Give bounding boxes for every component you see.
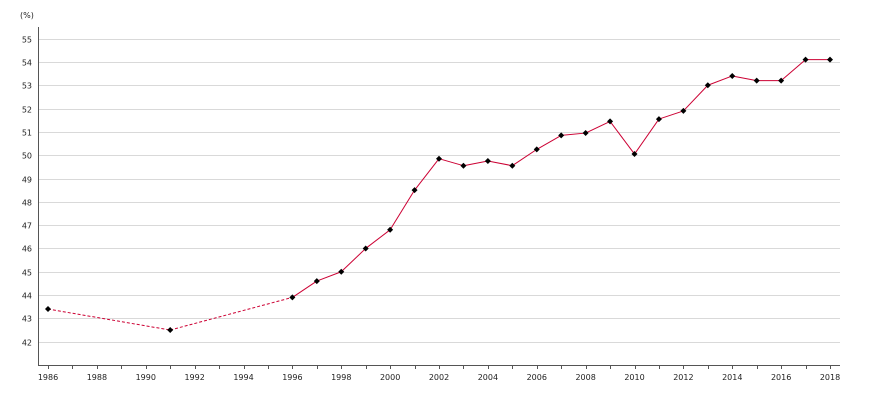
data-point-2015 [753, 77, 760, 84]
x-tick-label-2006: 2006 [527, 373, 547, 382]
data-point-2018 [827, 56, 833, 63]
x-tick-label-2016: 2016 [771, 373, 791, 382]
data-point-2002 [436, 155, 442, 162]
y-tick-label-47: 47 [22, 222, 32, 231]
x-tick-label-2002: 2002 [429, 373, 449, 382]
series-segment-2012-2013 [683, 84, 709, 112]
x-tick-label-1990: 1990 [136, 373, 156, 382]
x-tick-label-2012: 2012 [673, 373, 693, 382]
data-point-2005 [509, 162, 516, 169]
data-point-2007 [558, 132, 565, 139]
data-point-1997 [313, 278, 320, 285]
y-tick-label-46: 46 [22, 245, 32, 254]
data-point-1998 [338, 268, 345, 275]
series-segment-2004-2005 [487, 160, 513, 167]
data-point-1991 [167, 327, 174, 334]
y-tick-label-45: 45 [22, 269, 32, 278]
y-tick-label-52: 52 [22, 106, 32, 115]
series-segment-2010-2011 [634, 118, 660, 155]
series-segment-1996-1997 [292, 280, 318, 298]
data-point-2009 [607, 118, 614, 125]
y-tick-label-43: 43 [22, 315, 32, 324]
y-tick-label-48: 48 [22, 199, 32, 208]
x-tick-label-1986: 1986 [38, 373, 58, 382]
data-point-2010 [631, 151, 638, 158]
y-tick-label-44: 44 [22, 292, 32, 301]
series-segment-2013-2014 [707, 75, 733, 86]
series-segment-1999-2000 [365, 229, 391, 249]
series-segment-2002-2003 [438, 158, 464, 167]
series-segment-2007-2008 [561, 132, 586, 136]
series-segment-2003-2004 [463, 160, 488, 167]
data-point-2008 [582, 130, 589, 137]
y-unit-label: (%) [20, 11, 34, 20]
data-point-1996 [289, 294, 296, 301]
data-point-1986 [45, 306, 51, 313]
series-segment-2000-2001 [389, 189, 415, 231]
data-point-1999 [362, 245, 369, 252]
y-tick-label-50: 50 [22, 152, 32, 161]
y-tick-label-53: 53 [22, 82, 32, 91]
x-tick-label-2018: 2018 [820, 373, 840, 382]
x-tick-label-1996: 1996 [282, 373, 302, 382]
series-segment-1991-1996 [170, 296, 293, 331]
series-segment-2008-2009 [585, 120, 611, 134]
x-tick-label-1994: 1994 [233, 373, 253, 382]
series-segment-2006-2007 [536, 134, 562, 150]
series-segment-2014-2015 [732, 75, 757, 82]
x-tick-label-2008: 2008 [575, 373, 595, 382]
series-segment-1986-1991 [47, 308, 171, 331]
data-point-2014 [729, 72, 736, 79]
data-point-2011 [655, 116, 662, 123]
y-tick-label-55: 55 [22, 36, 32, 45]
grid-lines [38, 39, 840, 343]
x-tick-label-1998: 1998 [331, 373, 351, 382]
series-segment-2009-2010 [609, 121, 635, 155]
data-point-2001 [411, 187, 418, 194]
data-point-2016 [778, 77, 785, 84]
data-point-2017 [802, 56, 809, 63]
y-tick-label-51: 51 [22, 129, 32, 138]
y-tick-label-49: 49 [22, 176, 32, 185]
x-tick-label-2010: 2010 [624, 373, 644, 382]
series-lines [47, 59, 830, 331]
axes: 42 43 44 45 46 47 48 49 50 51 52 53 54 55 1986 1988 1990… [22, 27, 840, 382]
data-point-2000 [387, 226, 394, 233]
series-segment-2005-2006 [512, 148, 538, 167]
series-segment-1998-1999 [340, 248, 367, 273]
series-segment-2016-2017 [780, 59, 806, 81]
x-tick-label-1988: 1988 [87, 373, 107, 382]
data-markers [45, 56, 833, 334]
y-tick-label-54: 54 [22, 59, 32, 68]
data-point-2006 [533, 146, 540, 153]
series-segment-1997-1998 [316, 271, 342, 282]
series-segment-2011-2012 [658, 110, 684, 120]
data-point-2012 [680, 107, 687, 114]
x-tick-label-1992: 1992 [184, 373, 204, 382]
data-point-2003 [460, 162, 467, 169]
y-tick-label-42: 42 [22, 339, 32, 348]
x-tick-label-2000: 2000 [380, 373, 400, 382]
x-tick-label-2014: 2014 [722, 373, 742, 382]
data-point-2004 [484, 158, 491, 165]
data-point-2013 [704, 82, 711, 89]
series-segment-2001-2002 [414, 158, 440, 191]
x-tick-label-2004: 2004 [478, 373, 498, 382]
